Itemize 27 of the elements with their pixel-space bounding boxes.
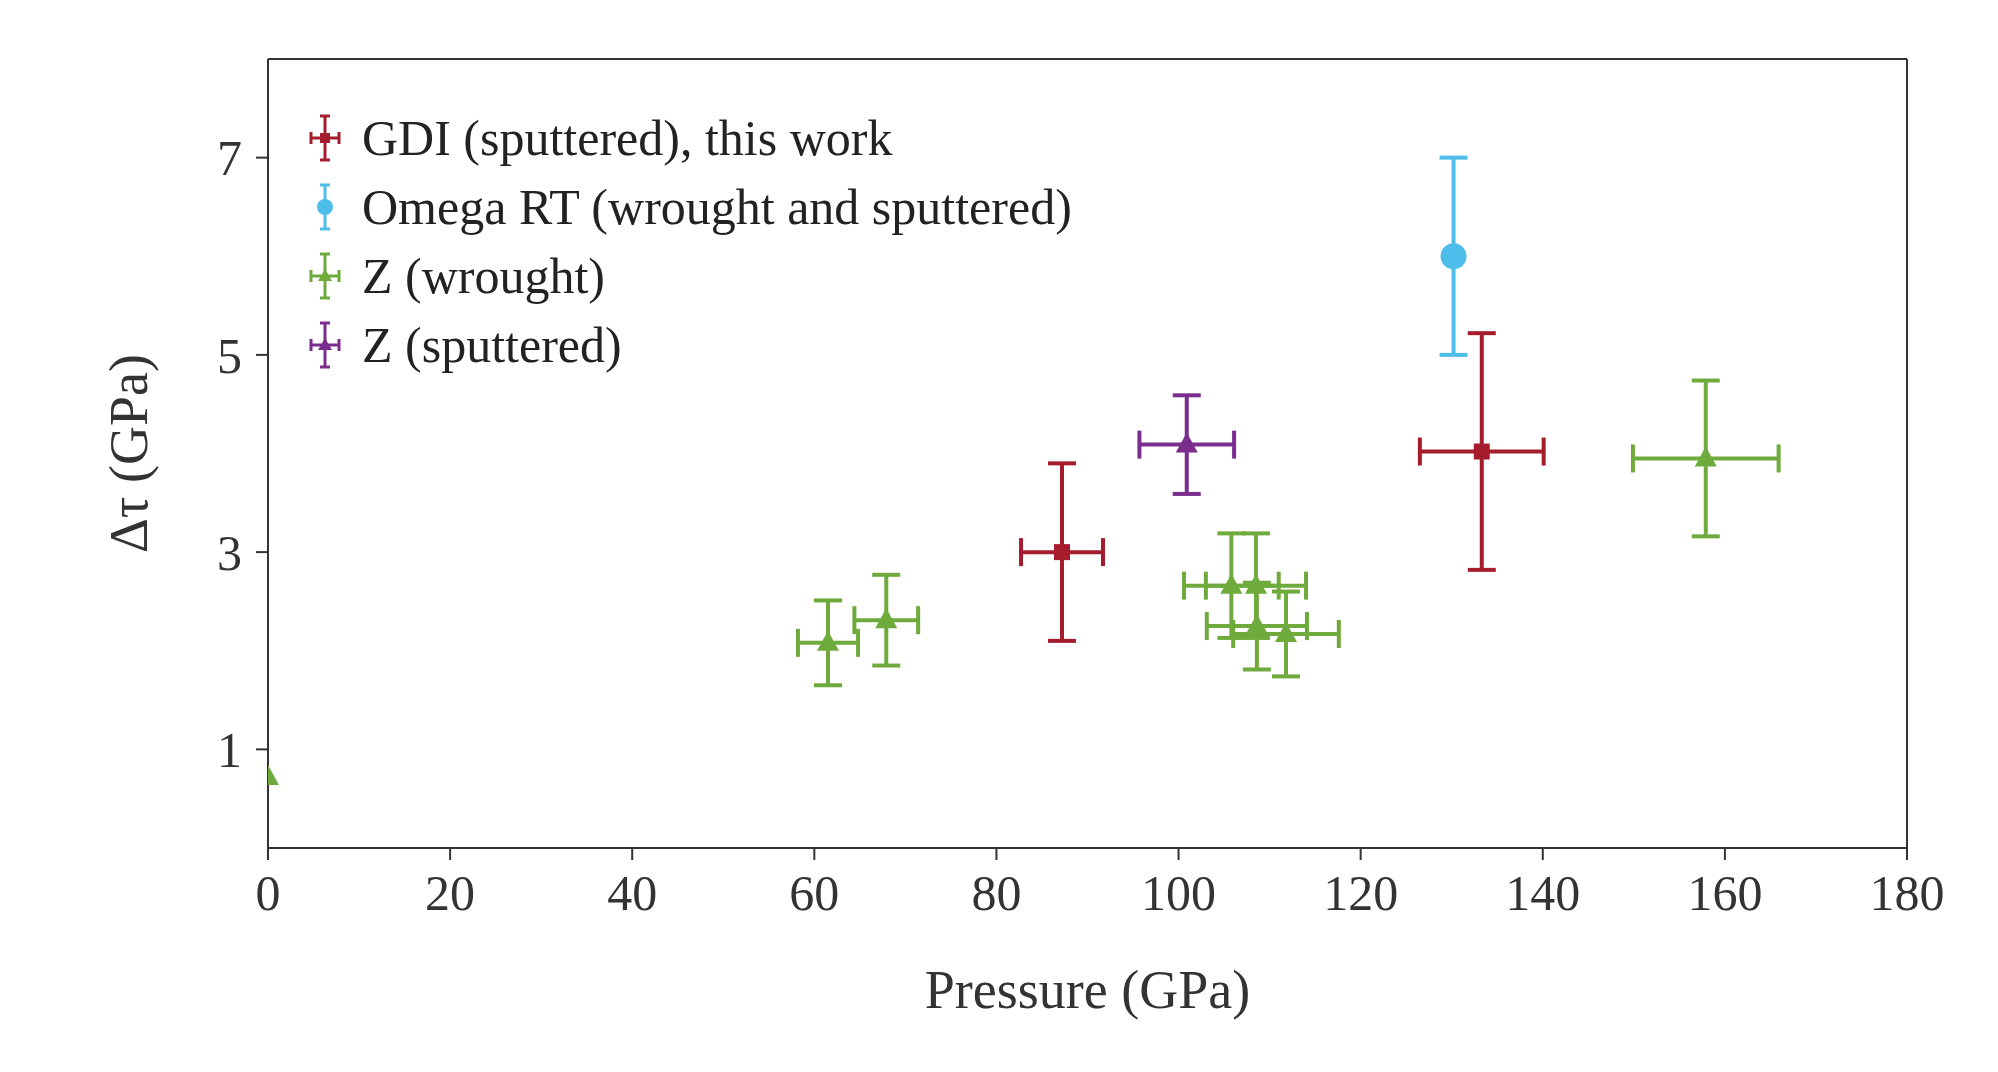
x-axis-title: Pressure (GPa) <box>924 960 1251 1020</box>
point <box>1694 446 1717 467</box>
point <box>1440 243 1467 270</box>
y-axis-title: Δτ (GPa) <box>99 354 160 553</box>
point <box>1473 443 1490 460</box>
point <box>1220 573 1243 594</box>
legend-label: Omega RT (wrought and sputtered) <box>362 177 1072 236</box>
y-tick-label: 1 <box>217 722 242 779</box>
y-tick-label: 7 <box>217 130 242 187</box>
x-tick-label: 140 <box>1505 864 1581 921</box>
y-tick-label: 5 <box>217 327 242 384</box>
x-tick-label: 160 <box>1687 864 1763 921</box>
x-tick-label: 100 <box>1141 864 1217 921</box>
x-tick-label: 120 <box>1323 864 1399 921</box>
legend-label: Z (sputtered) <box>362 315 622 374</box>
x-tick-label: 60 <box>789 864 840 921</box>
point <box>875 608 898 629</box>
legend-label: GDI (sputtered), this work <box>362 108 893 167</box>
x-tick-label: 40 <box>607 864 658 921</box>
x-tick-label: 20 <box>425 864 476 921</box>
x-tick-label: 0 <box>255 864 281 921</box>
x-tick-label: 80 <box>971 864 1022 921</box>
x-tick-label: 180 <box>1869 864 1945 921</box>
point <box>1175 432 1198 453</box>
point <box>1245 614 1268 635</box>
legend-label: Z (wrought) <box>362 246 605 305</box>
y-tick-label: 3 <box>217 524 242 581</box>
